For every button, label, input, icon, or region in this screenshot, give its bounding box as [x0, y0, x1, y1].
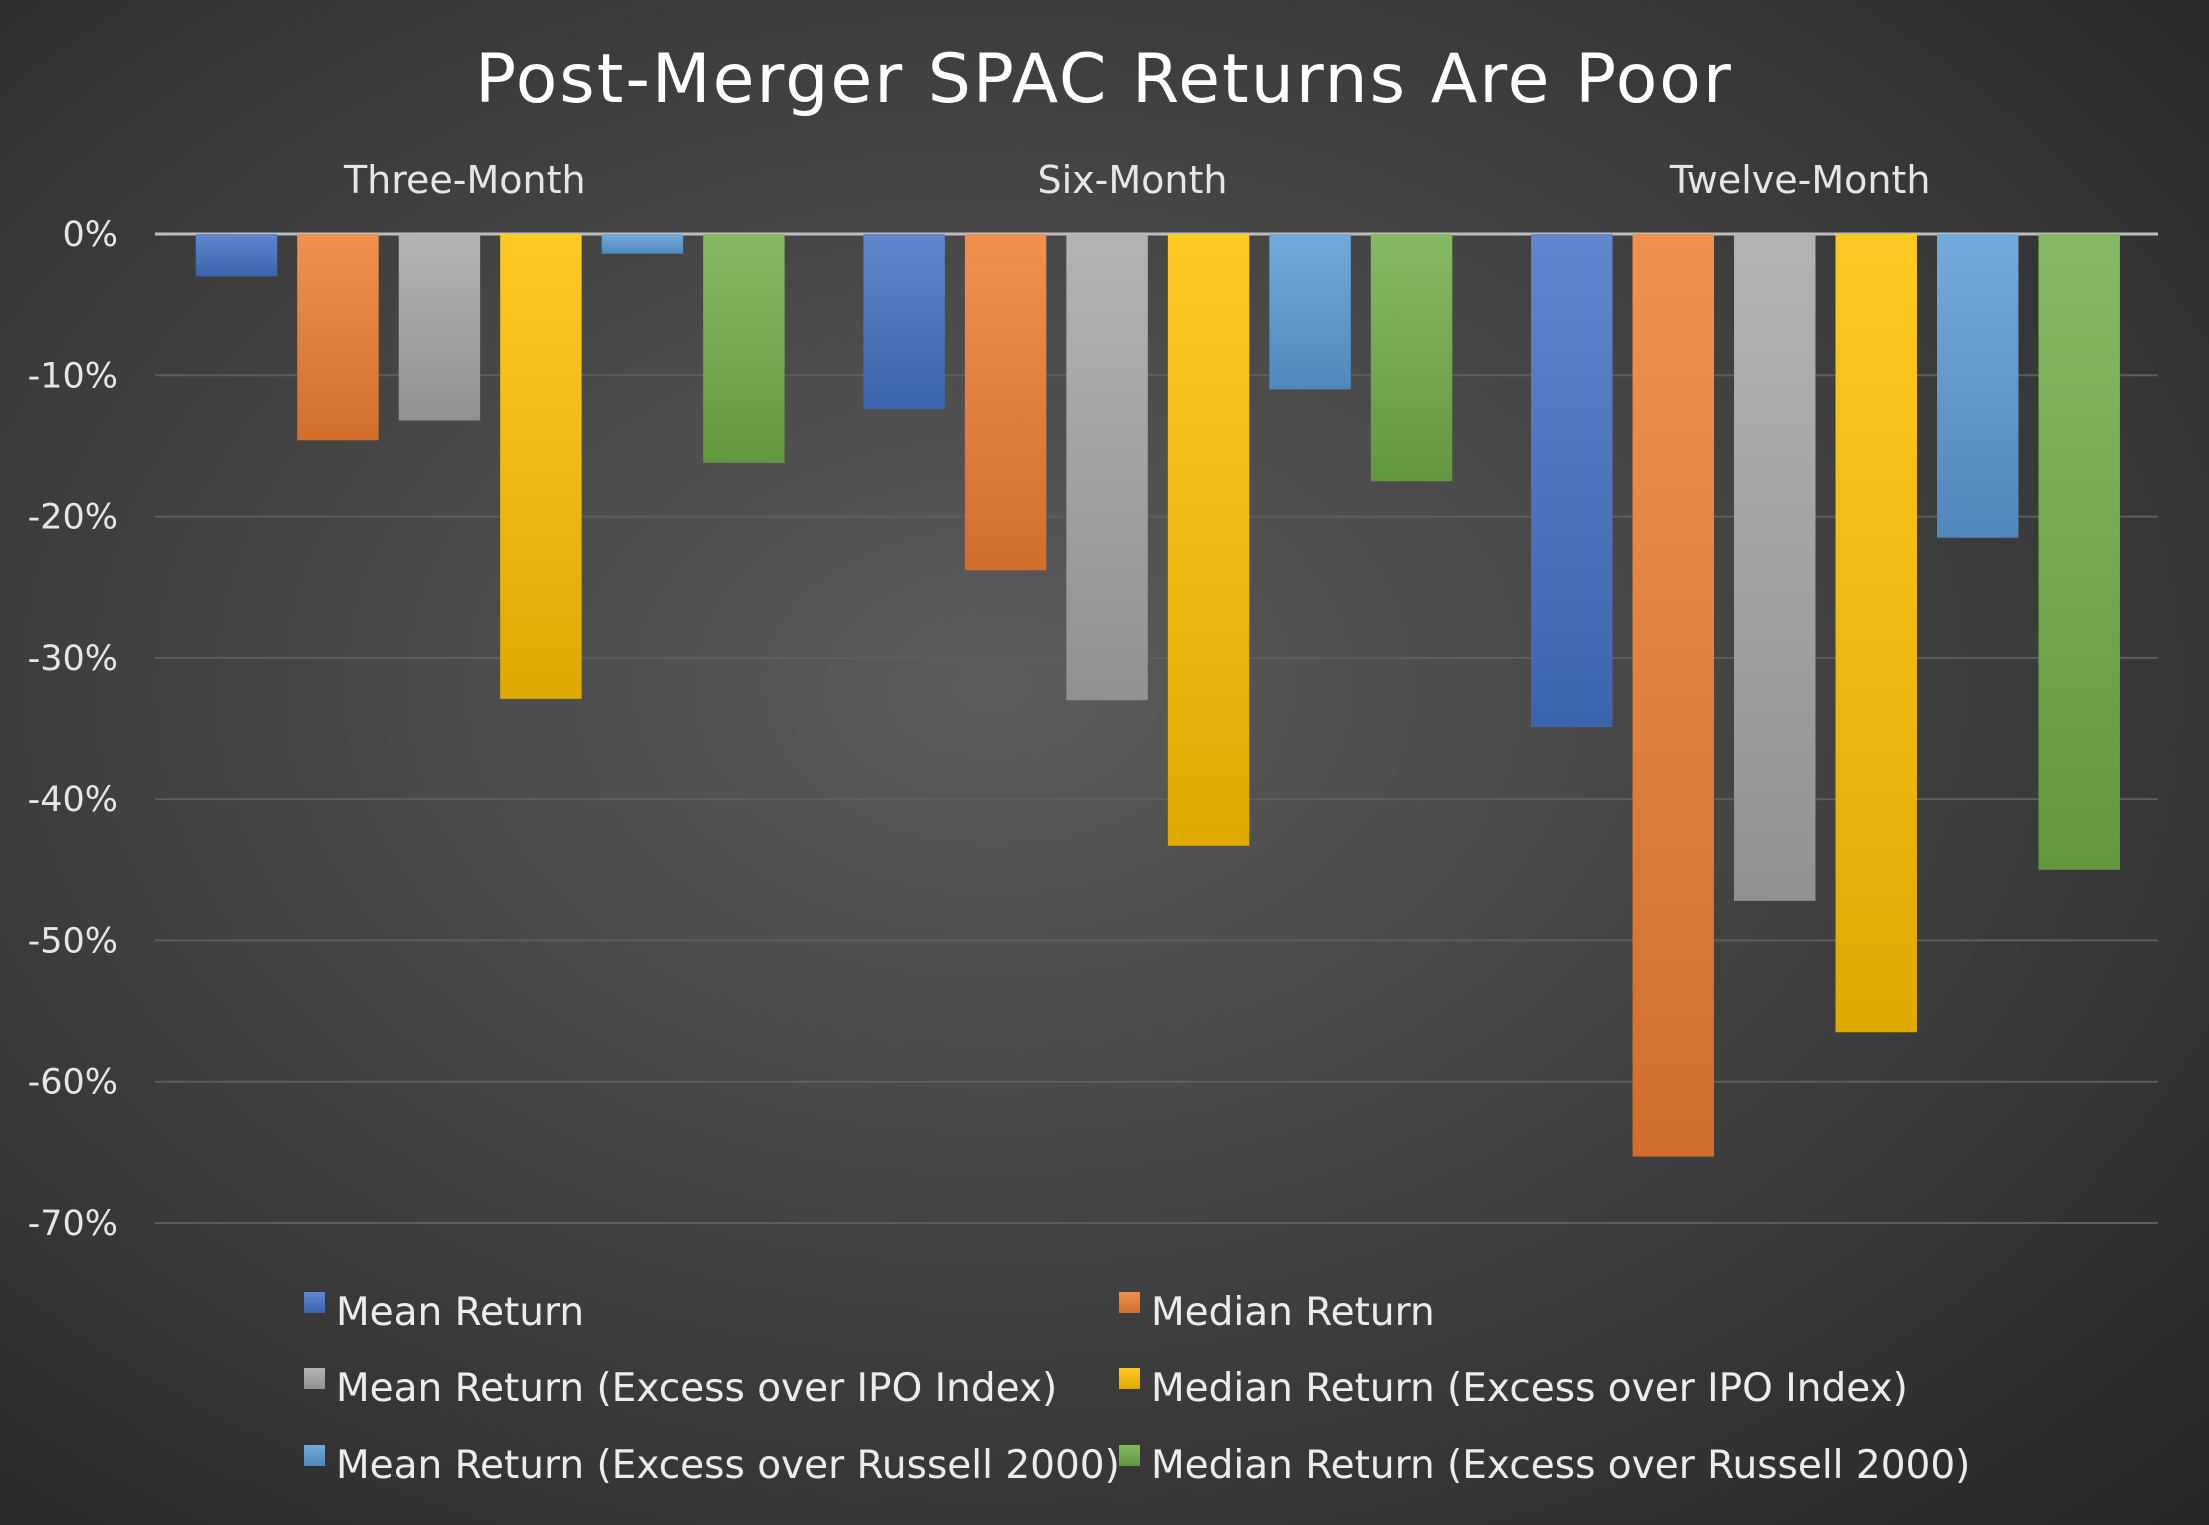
y-tick-label: -50%	[28, 921, 118, 961]
legend-item: Median Return (Excess over Russell 2000)	[1119, 1443, 1970, 1488]
legend-label: Median Return (Excess over Russell 2000)	[1151, 1443, 1970, 1488]
bar	[1269, 234, 1351, 390]
legend-swatch	[304, 1292, 325, 1313]
legend-item: Mean Return (Excess over Russell 2000)	[304, 1443, 1120, 1488]
y-tick-label: -30%	[28, 639, 118, 679]
legend-item: Mean Return	[304, 1290, 584, 1335]
legend-item: Median Return (Excess over IPO Index)	[1119, 1366, 1908, 1411]
bar	[863, 234, 945, 410]
legend-label: Mean Return	[336, 1290, 584, 1335]
bar	[1734, 234, 1816, 901]
bar	[398, 234, 481, 421]
legend-swatch	[304, 1445, 325, 1466]
bar	[2038, 234, 2120, 870]
bar	[500, 234, 582, 699]
legend-swatch	[304, 1368, 325, 1389]
bar	[1632, 234, 1715, 1157]
legend-label: Mean Return (Excess over Russell 2000)	[336, 1443, 1120, 1488]
y-tick-label: -40%	[28, 780, 118, 820]
legend-item: Mean Return (Excess over IPO Index)	[304, 1366, 1057, 1411]
bar	[1835, 234, 1917, 1033]
legend-label: Mean Return (Excess over IPO Index)	[336, 1366, 1057, 1411]
bar	[703, 234, 785, 463]
bar	[964, 234, 1047, 571]
category-label: Three-Month	[343, 158, 586, 202]
y-tick-label: -60%	[28, 1063, 118, 1103]
chart-title: Post-Merger SPAC Returns Are Poor	[475, 40, 1733, 119]
category-label: Six-Month	[1037, 158, 1227, 202]
y-tick-label: -70%	[28, 1204, 118, 1244]
bar	[1167, 234, 1250, 846]
bar	[1066, 234, 1148, 701]
bar	[601, 234, 684, 254]
bar	[297, 234, 379, 441]
legend-label: Median Return (Excess over IPO Index)	[1151, 1366, 1908, 1411]
bar	[1370, 234, 1453, 482]
bar	[195, 234, 278, 277]
bar	[1531, 234, 1613, 728]
bar	[1937, 234, 2019, 538]
y-tick-label: -20%	[28, 498, 118, 538]
y-tick-label: -10%	[28, 356, 118, 396]
y-tick-label: 0%	[62, 215, 118, 255]
category-label: Twelve-Month	[1669, 158, 1931, 202]
legend-item: Median Return	[1119, 1290, 1435, 1335]
legend-swatch	[1119, 1445, 1140, 1466]
legend-swatch	[1119, 1292, 1140, 1313]
legend-swatch	[1119, 1368, 1140, 1389]
legend-label: Median Return	[1151, 1290, 1435, 1335]
